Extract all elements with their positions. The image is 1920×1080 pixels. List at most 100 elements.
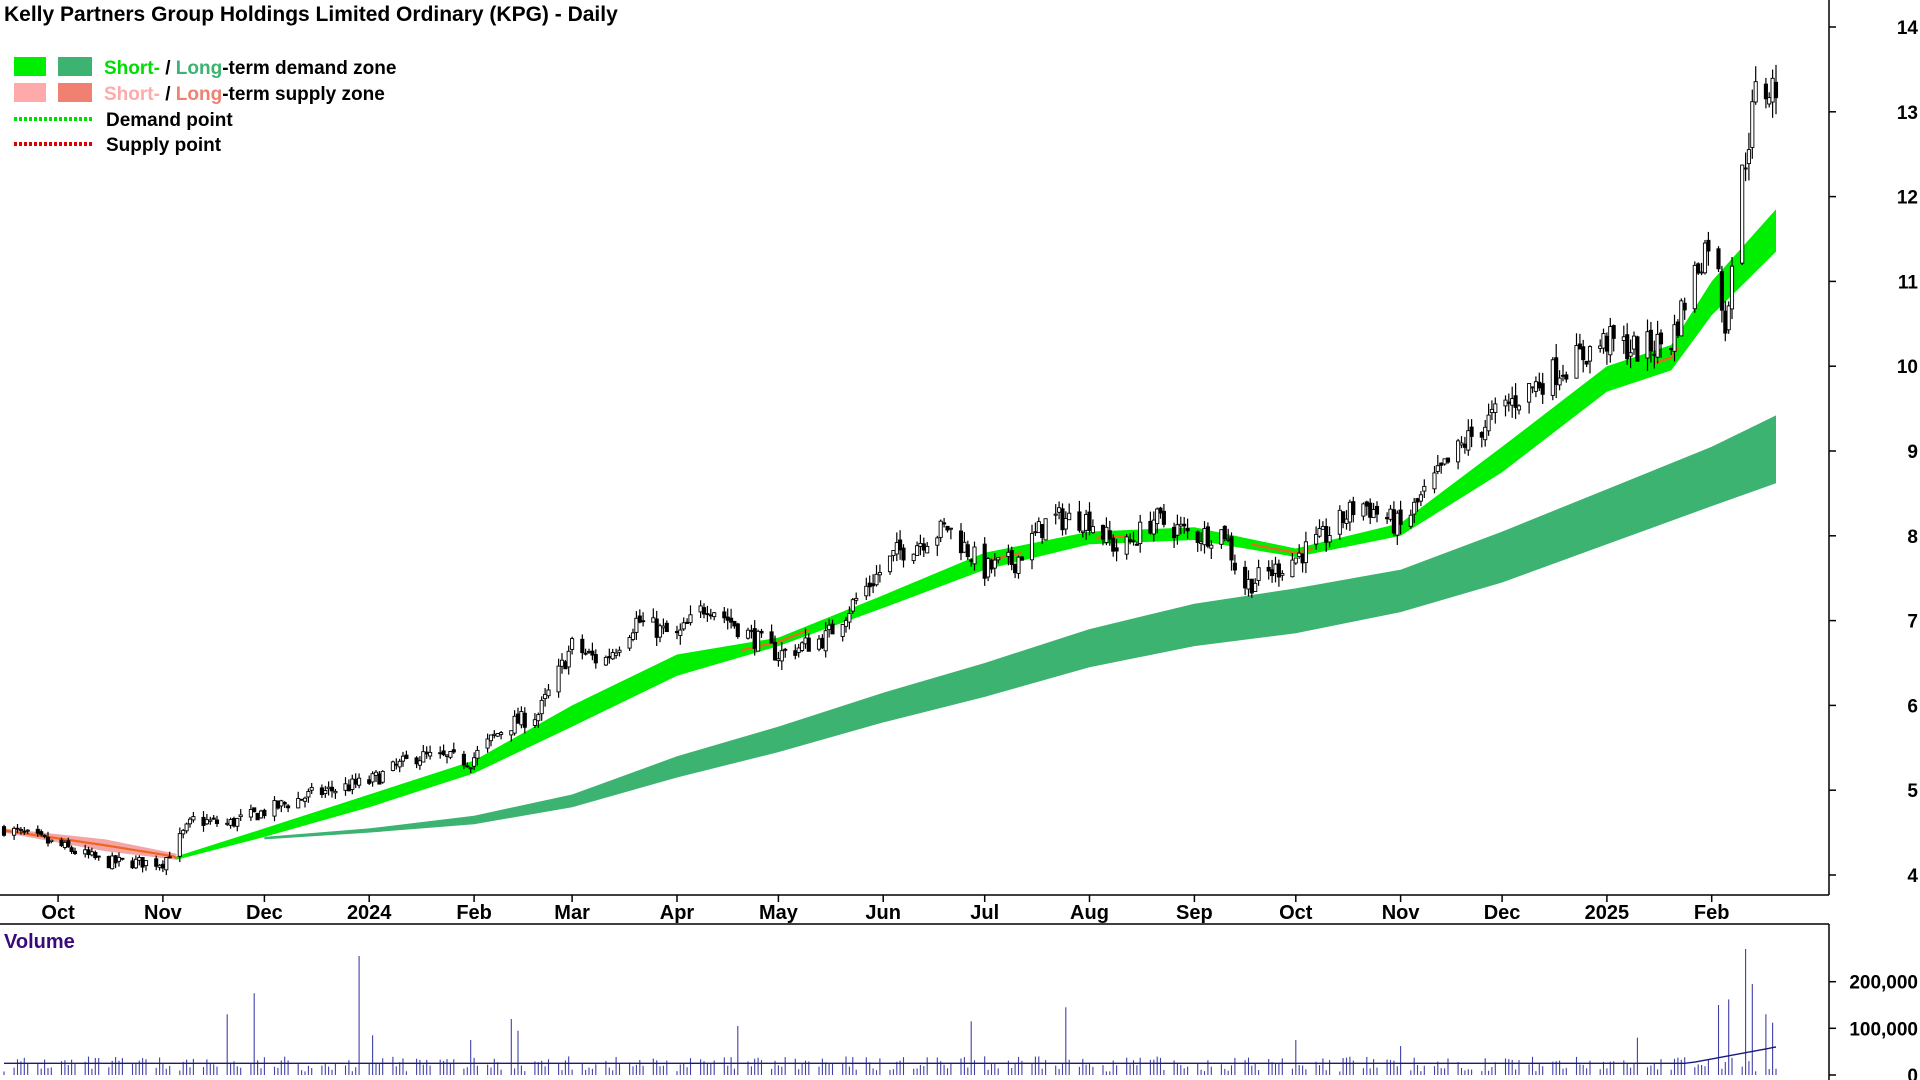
candle-up — [1246, 578, 1251, 590]
candle-up — [495, 733, 500, 737]
candle-down — [1077, 511, 1082, 531]
candle-down — [1114, 547, 1119, 552]
candle-up — [536, 714, 541, 722]
candle-up — [1388, 508, 1393, 520]
candle-down — [708, 614, 713, 617]
candle-down — [1134, 543, 1139, 546]
month-label: Aug — [1070, 902, 1109, 924]
candle-up — [83, 849, 88, 855]
candle-up — [962, 541, 967, 553]
month-label: Dec — [246, 902, 283, 924]
candle-down — [901, 547, 906, 561]
candle-up — [1104, 526, 1109, 543]
candle-up — [603, 656, 608, 666]
candle-down — [1462, 443, 1467, 448]
candle-up — [164, 857, 169, 871]
candle-up — [816, 638, 822, 650]
candle-down — [377, 773, 382, 785]
candle-down — [1368, 502, 1373, 518]
candle-down — [1469, 426, 1474, 437]
candle-up — [1314, 533, 1319, 545]
candle-up — [272, 800, 277, 817]
candle-up — [1652, 353, 1657, 356]
month-label: Dec — [1484, 902, 1521, 924]
month-label: Jul — [970, 902, 999, 924]
candle-up — [1442, 458, 1447, 465]
candle-up — [1067, 512, 1072, 521]
candle-down — [820, 637, 825, 649]
candle-up — [1533, 381, 1538, 392]
candles-layer — [1, 64, 1779, 876]
candle-down — [1205, 526, 1210, 547]
month-label: Jun — [865, 902, 901, 924]
candle-up — [1395, 512, 1400, 536]
candle-up — [448, 751, 453, 758]
candle-up — [1371, 509, 1376, 519]
candle-up — [1290, 559, 1295, 578]
candle-up — [306, 791, 311, 798]
candle-up — [1033, 531, 1038, 534]
candle-down — [140, 857, 145, 868]
candle-up — [326, 786, 331, 790]
candle-down — [701, 607, 707, 615]
candle-down — [1682, 302, 1687, 311]
candle-up — [1510, 398, 1515, 406]
price-tick-label: 14 — [1897, 18, 1919, 39]
candle-down — [1324, 526, 1329, 543]
candle-up — [1750, 101, 1755, 148]
candle-down — [1584, 360, 1589, 365]
legend: Short- / Long-term demand zone Short- / … — [14, 57, 396, 156]
candle-down — [299, 798, 304, 801]
candle-up — [627, 637, 632, 649]
price-tick-label: 10 — [1897, 357, 1918, 378]
volume-layer — [3, 949, 1777, 1075]
candle-up — [89, 851, 94, 856]
candle-down — [1723, 310, 1728, 334]
candle-down — [59, 839, 64, 847]
month-label: 2025 — [1585, 902, 1630, 924]
candle-down — [1019, 556, 1024, 561]
candle-up — [1344, 518, 1349, 524]
candle-down — [1172, 526, 1177, 539]
candle-up — [235, 817, 240, 827]
price-tick-label: 11 — [1898, 272, 1919, 293]
legend-supply-sep: / — [160, 84, 176, 105]
candle-down — [22, 830, 27, 833]
candle-up — [204, 819, 209, 825]
candle-down — [367, 779, 372, 784]
candle-down — [1415, 498, 1420, 503]
candle-up — [887, 555, 893, 573]
month-label: Feb — [1694, 902, 1730, 924]
candle-down — [982, 543, 987, 579]
candle-down — [1270, 569, 1275, 577]
candle-down — [1222, 525, 1227, 540]
candle-down — [607, 656, 612, 659]
candle-down — [705, 613, 710, 616]
candle-up — [1432, 472, 1437, 490]
candle-down — [1185, 527, 1190, 532]
candle-down — [1577, 343, 1582, 350]
candle-down — [42, 834, 47, 838]
candle-up — [1175, 524, 1180, 536]
price-tick-label: 9 — [1907, 442, 1918, 463]
candle-up — [49, 839, 54, 843]
candle-up — [651, 617, 656, 623]
month-label: Nov — [1382, 902, 1421, 924]
candle-up — [850, 599, 855, 612]
candle-up — [1740, 164, 1745, 264]
candle-up — [421, 751, 426, 763]
candle-down — [563, 661, 568, 670]
candle-down — [1658, 332, 1664, 345]
candle-down — [772, 641, 778, 661]
candle-down — [1716, 248, 1721, 270]
candle-up — [1493, 403, 1498, 413]
candle-down — [1040, 524, 1045, 539]
candle-down — [1696, 263, 1701, 274]
candle-up — [539, 699, 544, 715]
candle-down — [231, 818, 237, 827]
candle-down — [580, 638, 585, 654]
candle-up — [614, 652, 619, 656]
candle-up — [1151, 519, 1156, 535]
candle-down — [319, 787, 324, 795]
